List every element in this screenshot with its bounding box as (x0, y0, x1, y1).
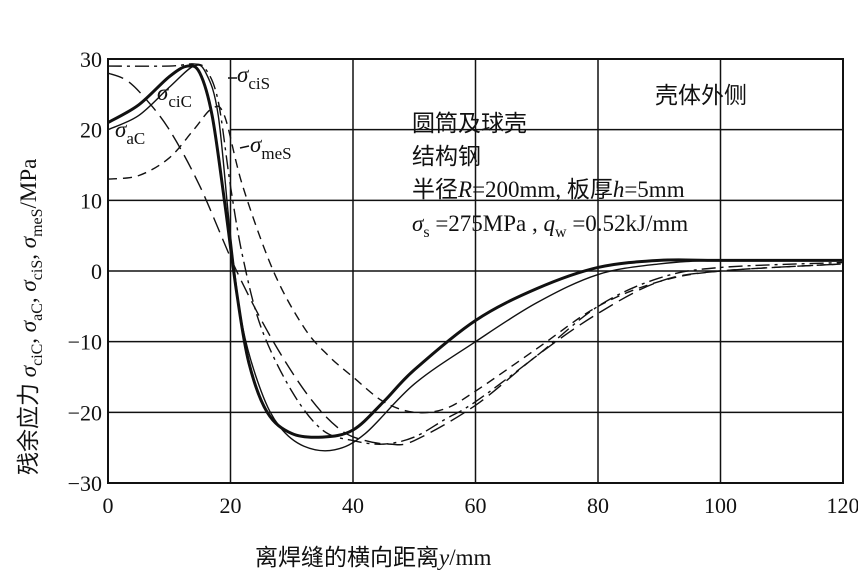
leader-line-mes (239, 145, 250, 149)
x-tick-label: 120 (827, 493, 858, 518)
x-tick-label: 100 (704, 493, 737, 518)
x-tick-label: 0 (103, 493, 114, 518)
x-tick-label: 80 (587, 493, 609, 518)
y-tick-label: −30 (68, 471, 102, 496)
series-line-long-dashed (107, 72, 844, 446)
y-tick-label: −10 (68, 330, 102, 355)
x-axis-label: 离焊缝的横向距离y/mm (255, 545, 491, 570)
label-sigma-ac: σaC (115, 117, 145, 148)
series-group (107, 63, 844, 452)
series-line-dash-dot (107, 63, 844, 445)
series-line-thick-solid (107, 64, 843, 439)
label-sigma-mes: σmeS (250, 132, 292, 163)
y-axis-label: 残余应力 σciC, σaC, σciS, σmeS/MPa (16, 159, 46, 475)
y-tick-label: 0 (91, 259, 102, 284)
annotation-geometry: 半径R=200mm, 板厚h=5mm (412, 177, 685, 202)
annotation-cylinder: 圆筒及球壳 (412, 111, 527, 136)
annotation-steel: 结构钢 (412, 144, 481, 169)
x-tick-label: 60 (465, 493, 487, 518)
x-tick-label: 40 (342, 493, 364, 518)
annotation-params: σs =275MPa , qw =0.52kJ/mm (412, 211, 688, 241)
label-sigma-cis: σciS (237, 62, 270, 93)
series-line-dashed (107, 105, 844, 414)
label-sigma-cic: σciC (157, 80, 192, 111)
y-tick-label: −20 (68, 400, 102, 425)
y-tick-label: 30 (80, 47, 102, 72)
y-tick-label: 10 (80, 188, 102, 213)
annotation-shell-outside: 壳体外侧 (655, 83, 747, 108)
y-tick-label: 20 (80, 118, 102, 143)
x-tick-label: 20 (220, 493, 242, 518)
